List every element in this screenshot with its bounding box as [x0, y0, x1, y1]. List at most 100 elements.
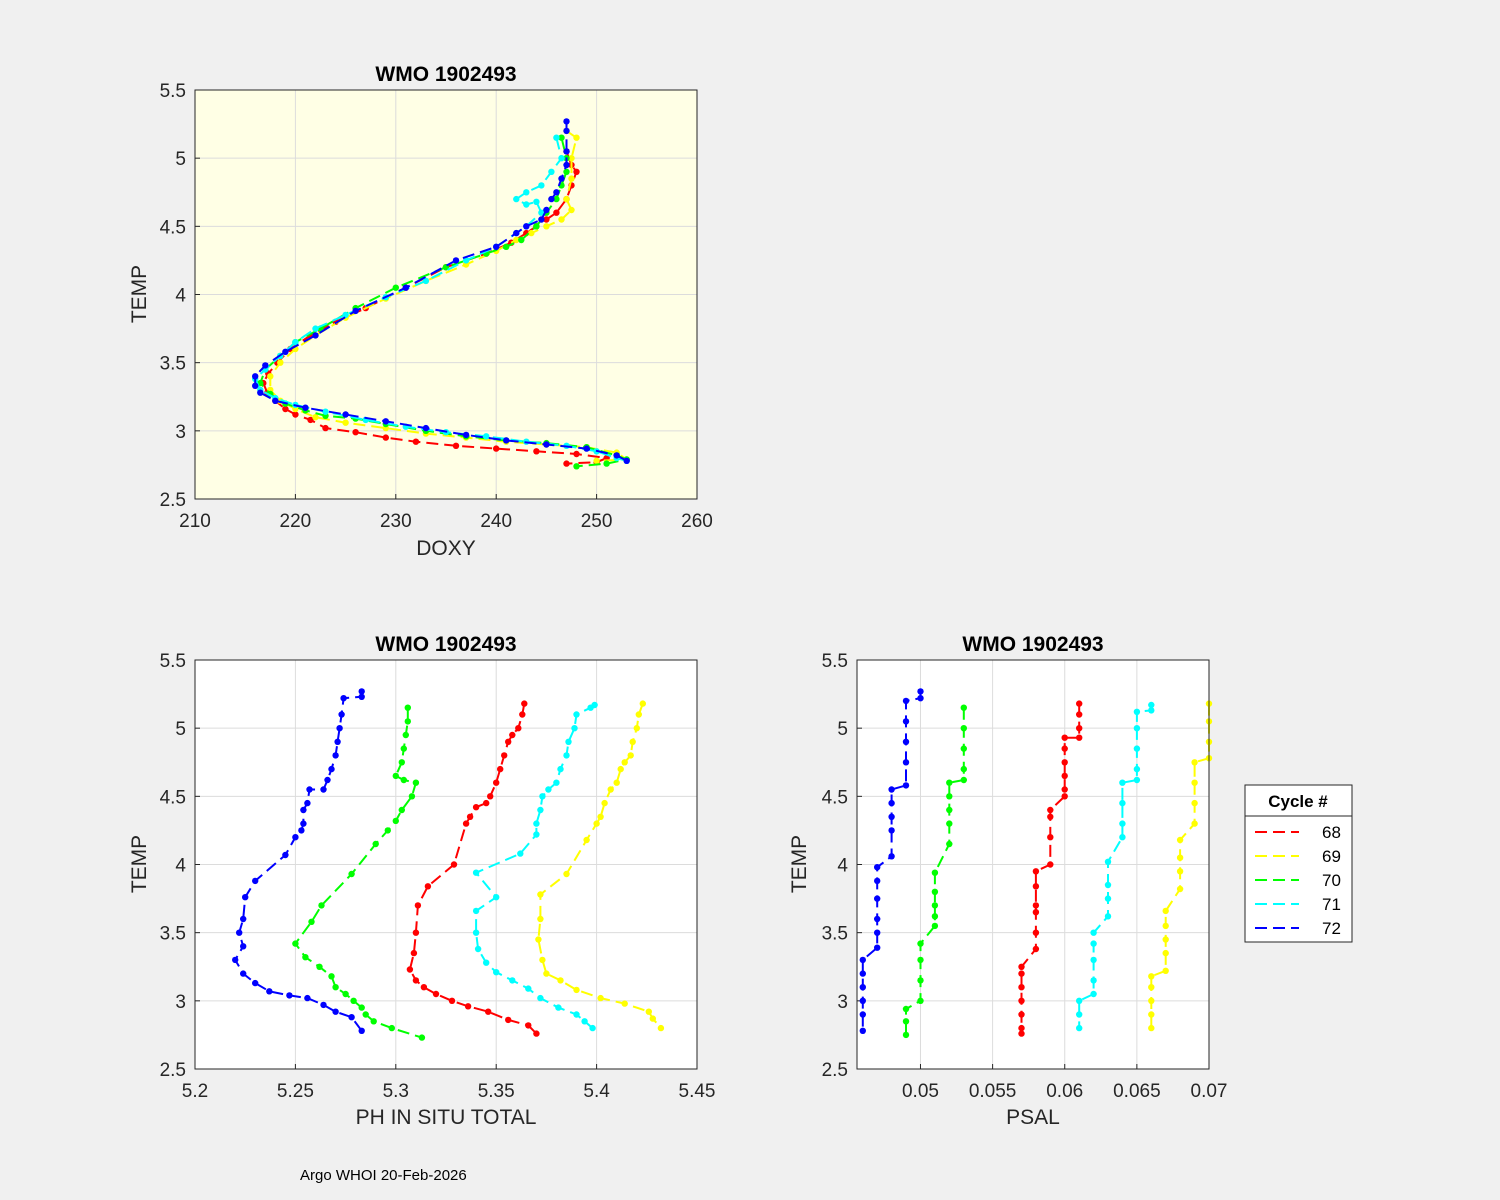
ph-x-tick-label: 5.4: [583, 1081, 610, 1102]
psal-y-axis-label: TEMP: [788, 835, 811, 893]
ph-series-72-point: [338, 711, 345, 718]
ph-series-71-point: [509, 977, 516, 984]
doxy-series-72-point: [452, 257, 460, 264]
doxy-series-68-point: [493, 445, 500, 452]
ph-series-71-point: [472, 929, 480, 936]
ph-series-69-point: [617, 765, 624, 773]
psal-series-70-point: [917, 940, 924, 947]
ph-series-72-point: [282, 851, 289, 859]
psal-series-70-point: [902, 1018, 910, 1025]
doxy-series-69-point: [573, 134, 580, 141]
ph-series-72-point: [358, 693, 365, 700]
psal-series-72-point: [917, 695, 924, 702]
ph-series-71-point: [555, 1004, 562, 1011]
doxy-series-71-point: [533, 198, 540, 205]
doxy-series-69-point: [563, 195, 570, 203]
psal-series-71-point: [1090, 977, 1097, 984]
doxy-series-68-point: [533, 448, 540, 455]
psal-series-71-point: [1104, 913, 1112, 920]
ph-series-69-point: [657, 1024, 665, 1032]
psal-series-70-point: [917, 977, 924, 984]
psal-series-69-point: [1176, 854, 1184, 861]
doxy-series-72-point: [252, 373, 259, 380]
psal-series-69-point: [1176, 885, 1184, 893]
doxy-series-69-point: [513, 236, 520, 244]
doxy-series-70-point: [553, 195, 560, 203]
ph-series-71-point: [537, 994, 544, 1002]
psal-series-71-point: [1104, 881, 1112, 889]
doxy-series-72-point: [342, 411, 349, 418]
ph-series-70-point: [362, 1011, 369, 1018]
ph-series-70: [292, 704, 426, 1041]
ph-series-70-point: [292, 940, 299, 947]
doxy-series-72-point: [558, 175, 565, 182]
ph-x-tick-label: 5.45: [679, 1081, 716, 1102]
ph-series-68-point: [406, 966, 414, 973]
doxy-series-72-point: [543, 206, 550, 214]
ph-series-68-point: [412, 929, 420, 936]
ph-series-69-point: [539, 956, 546, 964]
psal-series-68-point: [1047, 806, 1054, 814]
psal-series-68-point: [1018, 984, 1025, 991]
doxy-series-69-point: [568, 206, 575, 214]
ph-series-68-point: [450, 861, 458, 868]
ph-series-71-point: [525, 985, 532, 992]
legend-entry-69: 69: [1255, 847, 1341, 866]
ph-series-69-point: [649, 1015, 656, 1022]
psal-series-70: [902, 704, 967, 1039]
psal-series-72-point: [859, 997, 866, 1004]
psal-series-71-point: [1133, 708, 1141, 715]
ph-series-68-point: [420, 984, 428, 991]
legend-entry-71: 71: [1255, 895, 1341, 914]
doxy-series-68-point: [412, 438, 420, 445]
ph-series-71-point: [545, 786, 552, 793]
psal-series-68-point: [1061, 772, 1068, 780]
psal-series-68-point: [1018, 970, 1025, 977]
doxy-series-72-point: [257, 389, 264, 396]
psal-series-71-point: [1119, 799, 1126, 807]
ph-series-69-point: [537, 891, 544, 898]
psal-series-72-point: [859, 984, 866, 991]
doxy-series-72-point: [493, 243, 500, 250]
ph-series-71-point: [573, 1011, 580, 1018]
ph-series-71: [472, 701, 598, 1032]
psal-y-tick-label: 5.5: [822, 651, 848, 672]
doxy-series-68-point: [543, 216, 550, 223]
ph-series-71-point: [537, 806, 544, 814]
doxy-series-72-point: [503, 437, 510, 444]
psal-x-tick-label: 0.07: [1191, 1081, 1228, 1102]
psal-x-tick-label: 0.055: [969, 1081, 1017, 1102]
psal-series-72-point: [874, 929, 881, 936]
ph-series-71-point: [517, 850, 524, 857]
psal-series-68-point: [1032, 945, 1040, 953]
doxy-series-69-point: [312, 414, 319, 421]
psal-series-69-point: [1176, 836, 1184, 844]
psal-series-68-point: [1076, 725, 1083, 732]
ph-series-68-point: [509, 731, 516, 739]
psal-series-70-point: [960, 776, 967, 784]
ph-series-69-point: [613, 779, 620, 786]
doxy-series-72-point: [352, 307, 359, 315]
doxy-series-71-point: [558, 155, 565, 162]
psal-series-70-point: [902, 1005, 910, 1013]
psal-series-72-point: [874, 895, 881, 902]
ph-series-72-point: [266, 988, 273, 995]
psal-series-69-point: [1162, 967, 1169, 974]
ph-series-70-point: [358, 1004, 365, 1011]
ph-series-69-point: [597, 813, 604, 820]
psal-series-71-point: [1090, 990, 1097, 998]
ph-series-72-point: [240, 915, 247, 923]
ph-series-70-point: [348, 870, 355, 878]
doxy-series-72-point: [553, 189, 560, 196]
doxy-series-72-point: [538, 216, 545, 223]
ph-series-68-point: [410, 949, 418, 957]
ph-series-68-point: [501, 752, 508, 759]
ph-series-69-point: [633, 725, 640, 732]
doxy-series-68-point: [352, 429, 359, 436]
psal-series-70-point: [960, 765, 967, 773]
psal-series-70-point: [946, 806, 953, 814]
ph-series-72: [232, 688, 365, 1035]
ph-series-68-point: [525, 1022, 532, 1029]
doxy-x-tick-label: 260: [681, 511, 713, 532]
ph-series-69-point: [645, 1008, 652, 1015]
